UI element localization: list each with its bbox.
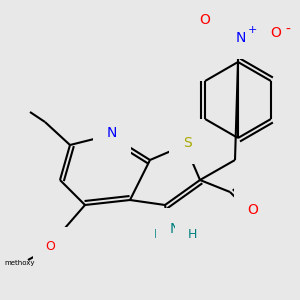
Text: O: O	[271, 26, 281, 40]
Text: methoxy: methoxy	[5, 260, 35, 266]
Text: H: H	[153, 227, 163, 241]
Text: O: O	[248, 203, 258, 217]
Text: N: N	[236, 31, 246, 45]
Text: O: O	[45, 239, 55, 253]
Text: S: S	[183, 136, 191, 150]
Text: +: +	[247, 25, 257, 35]
Text: N: N	[170, 222, 180, 236]
Text: O: O	[200, 13, 210, 27]
Text: H: H	[187, 227, 197, 241]
Text: -: -	[286, 23, 290, 37]
Text: N: N	[107, 126, 117, 140]
